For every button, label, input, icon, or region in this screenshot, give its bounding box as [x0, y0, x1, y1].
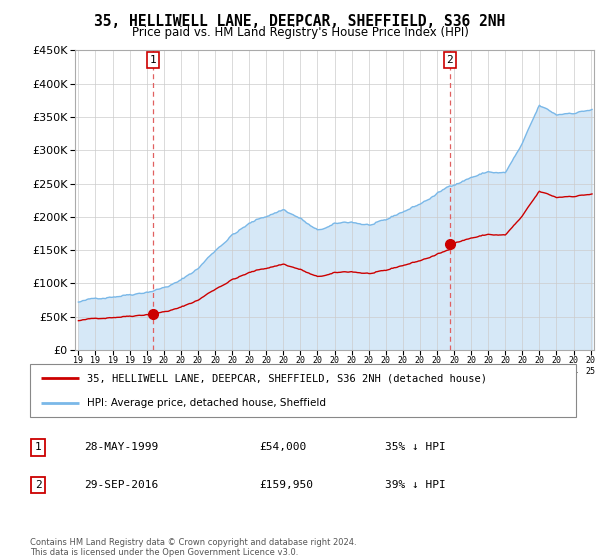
- Text: 2: 2: [446, 55, 453, 65]
- Text: 29-SEP-2016: 29-SEP-2016: [85, 480, 159, 490]
- Text: 35, HELLIWELL LANE, DEEPCAR, SHEFFIELD, S36 2NH: 35, HELLIWELL LANE, DEEPCAR, SHEFFIELD, …: [94, 14, 506, 29]
- Text: 39% ↓ HPI: 39% ↓ HPI: [385, 480, 446, 490]
- Text: 1: 1: [35, 442, 41, 452]
- Text: 1: 1: [149, 55, 157, 65]
- Text: £54,000: £54,000: [259, 442, 307, 452]
- Text: 28-MAY-1999: 28-MAY-1999: [85, 442, 159, 452]
- Text: 2: 2: [35, 480, 41, 490]
- Text: £159,950: £159,950: [259, 480, 313, 490]
- Text: HPI: Average price, detached house, Sheffield: HPI: Average price, detached house, Shef…: [88, 398, 326, 408]
- Text: 35, HELLIWELL LANE, DEEPCAR, SHEFFIELD, S36 2NH (detached house): 35, HELLIWELL LANE, DEEPCAR, SHEFFIELD, …: [88, 374, 487, 384]
- FancyBboxPatch shape: [30, 364, 576, 417]
- Text: Price paid vs. HM Land Registry's House Price Index (HPI): Price paid vs. HM Land Registry's House …: [131, 26, 469, 39]
- Text: 35% ↓ HPI: 35% ↓ HPI: [385, 442, 446, 452]
- Text: Contains HM Land Registry data © Crown copyright and database right 2024.
This d: Contains HM Land Registry data © Crown c…: [30, 538, 356, 557]
